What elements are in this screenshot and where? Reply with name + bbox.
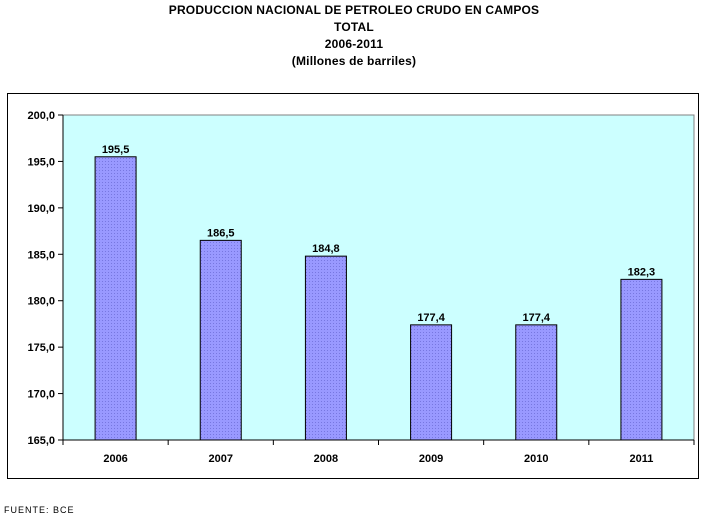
y-tick-label: 200,0 [27, 110, 55, 122]
data-label-2008: 184,8 [312, 243, 340, 255]
y-tick-label: 190,0 [27, 203, 55, 215]
data-label-2009: 177,4 [417, 312, 445, 324]
bar-2007 [199, 239, 242, 441]
x-tick-label-2011: 2011 [629, 453, 653, 465]
bar-2010 [515, 324, 558, 441]
bar-2006 [94, 156, 137, 441]
x-tick-label-2007: 2007 [209, 453, 233, 465]
chart-subtitle-period: 2006-2011 [324, 37, 384, 51]
plot-area [62, 114, 695, 441]
bar-2008 [304, 255, 347, 441]
data-label-2010: 177,4 [522, 312, 550, 324]
x-tick-label-2006: 2006 [103, 453, 127, 465]
data-label-2011: 182,3 [628, 266, 656, 278]
bar-chart: 165,0 170,0 175,0 180,0 185,0 190,0 195,0 200,0… [27, 110, 695, 465]
y-tick-label: 175,0 [27, 342, 55, 354]
bar-2009 [410, 324, 453, 441]
y-tick-label: 185,0 [27, 249, 55, 261]
source-note: FUENTE: BCE [4, 505, 75, 515]
x-tick-label-2009: 2009 [419, 453, 443, 465]
y-tick-label: 165,0 [27, 435, 55, 447]
chart-title: PRODUCCION NACIONAL DE PETROLEO CRUDO EN… [168, 3, 540, 17]
chart-title-block: PRODUCCION NACIONAL DE PETROLEO CRUDO EN… [0, 2, 708, 70]
bar-2011 [620, 278, 663, 441]
chart-subtitle-total: TOTAL [334, 20, 374, 34]
y-tick-label: 170,0 [27, 389, 55, 401]
y-tick-label: 180,0 [27, 296, 55, 308]
x-tick-label-2010: 2010 [524, 453, 548, 465]
y-tick-label: 195,0 [27, 156, 55, 168]
chart-frame: 165,0 170,0 175,0 180,0 185,0 190,0 195,0 200,0… [7, 93, 699, 479]
x-tick-label-2008: 2008 [314, 453, 338, 465]
data-label-2007: 186,5 [207, 227, 235, 239]
chart-subtitle-units: (Millones de barriles) [291, 54, 417, 68]
data-label-2006: 195,5 [102, 144, 130, 156]
